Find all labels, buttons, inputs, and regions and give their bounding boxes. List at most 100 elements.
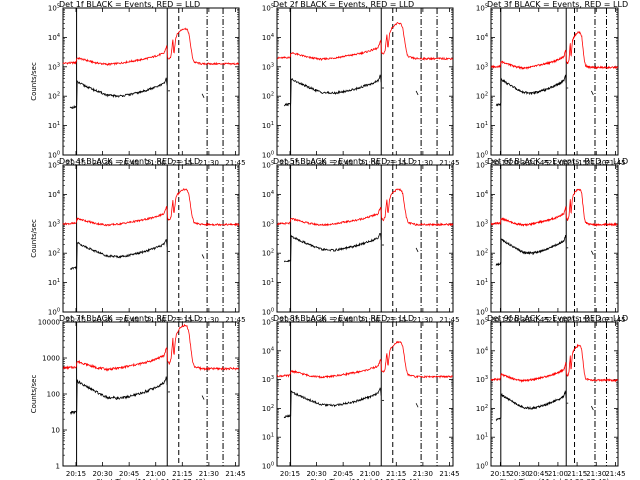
series-events-line xyxy=(495,235,567,267)
x-tick-label: 20:15 xyxy=(280,159,300,167)
x-tick-label: 21:00 xyxy=(548,316,568,324)
series-lld-line xyxy=(63,323,239,372)
series-lld-line xyxy=(490,31,619,71)
plot-frame xyxy=(490,321,619,467)
x-tick-label: 20:45 xyxy=(529,470,549,478)
x-tick-label: 20:15 xyxy=(490,316,510,324)
y-axis-label: Counts/sec xyxy=(30,62,38,101)
y-tick-label: 100 xyxy=(262,308,274,317)
x-tick-label: 20:45 xyxy=(119,159,139,167)
x-tick-label: 21:00 xyxy=(146,470,166,478)
y-tick-label: 101 xyxy=(262,433,274,442)
x-tick-label: 21:30 xyxy=(199,159,219,167)
series-events-line xyxy=(495,74,567,107)
series-events-line xyxy=(283,233,382,263)
series-lld-line xyxy=(276,21,454,62)
plot-frame xyxy=(62,321,240,467)
series-lld-line xyxy=(490,188,618,227)
y-tick-label: 101 xyxy=(262,121,274,130)
x-tick-label: 20:30 xyxy=(306,470,326,478)
series-events-line xyxy=(283,387,382,419)
x-tick-label: 21:45 xyxy=(439,470,459,478)
x-tick-label: 20:30 xyxy=(92,159,112,167)
x-tick-label: 20:30 xyxy=(92,316,112,324)
x-axis-label: Start Time (11-Jul-04 20:07:40) xyxy=(96,478,206,480)
y-tick-label: 100 xyxy=(48,308,60,317)
y-tick-label: 102 xyxy=(476,249,488,258)
y-tick-label: 105 xyxy=(48,161,60,170)
y-tick-label: 103 xyxy=(476,62,488,71)
y-tick-label: 105 xyxy=(476,4,488,13)
x-tick-label: 21:15 xyxy=(172,159,192,167)
x-tick-label: 20:45 xyxy=(529,159,549,167)
x-tick-label: 21:15 xyxy=(567,470,587,478)
series-events-tail-segment xyxy=(591,405,594,411)
y-tick-label: 105 xyxy=(262,318,274,327)
series-events-line xyxy=(69,239,168,271)
series-events-line xyxy=(69,77,168,110)
panel-det-2: Det 2f BLACK = Events, RED = LLD 100 101 10… xyxy=(262,0,460,167)
y-tick-label: 1 xyxy=(56,463,60,471)
x-tick-label: 20:45 xyxy=(333,470,353,478)
series-events-tail-segment xyxy=(201,395,205,400)
series-events-tail-segment xyxy=(415,90,419,96)
x-tick-label: 20:30 xyxy=(306,316,326,324)
y-tick-label: 102 xyxy=(262,92,274,101)
y-tick-label: 102 xyxy=(48,249,60,258)
x-tick-label: 21:00 xyxy=(360,470,380,478)
y-tick-label: 10000 xyxy=(38,319,60,327)
y-tick-label: 10 xyxy=(51,427,60,435)
y-tick-label: 104 xyxy=(262,190,274,199)
x-tick-label: 21:45 xyxy=(225,470,245,478)
x-tick-label: 21:00 xyxy=(360,316,380,324)
x-tick-label: 21:15 xyxy=(386,316,406,324)
y-tick-label: 104 xyxy=(262,33,274,42)
x-tick-label: 21:15 xyxy=(567,316,587,324)
x-tick-label: 21:00 xyxy=(146,316,166,324)
x-tick-label: 21:00 xyxy=(360,159,380,167)
y-tick-label: 104 xyxy=(262,346,274,355)
y-tick-label: 104 xyxy=(476,33,488,42)
panel-title: Det 4f BLACK = Events, RED = LLD xyxy=(59,157,200,166)
x-axis-label: Start Time (11-Jul-04 20:07:40) xyxy=(500,478,610,480)
x-tick-label: 21:15 xyxy=(172,470,192,478)
series-events-line xyxy=(283,74,382,107)
y-tick-label: 102 xyxy=(262,249,274,258)
plot-frame xyxy=(490,7,619,156)
panel-det-3: Det 3f BLACK = Events, RED = LLD 100 101 10… xyxy=(476,0,628,167)
series-events-line xyxy=(69,376,168,416)
panel-det-6: Det 6f BLACK = Events, RED = LLD 100 101 10… xyxy=(476,157,628,324)
series-events-line xyxy=(495,390,567,422)
panel-det-8: Det 8f BLACK = Events, RED = LLD 100 101 10… xyxy=(262,314,460,480)
x-tick-label: 21:00 xyxy=(146,159,166,167)
x-tick-label: 21:30 xyxy=(413,159,433,167)
x-tick-label: 20:45 xyxy=(333,316,353,324)
y-tick-label: 101 xyxy=(476,433,488,442)
x-tick-label: 21:15 xyxy=(567,159,587,167)
panel-title: Det 6f BLACK = Events, RED = LLD xyxy=(487,157,628,166)
series-lld-line xyxy=(276,340,454,379)
panel-title: Det 9f BLACK = Events, RED = LLD xyxy=(487,314,628,323)
x-tick-label: 20:15 xyxy=(66,470,86,478)
x-tick-label: 21:30 xyxy=(413,316,433,324)
panel-title: Det 5f BLACK = Events, RED = LLD xyxy=(273,157,414,166)
plot-frame xyxy=(490,164,619,313)
x-tick-label: 21:30 xyxy=(413,470,433,478)
x-tick-label: 21:15 xyxy=(386,470,406,478)
y-tick-label: 105 xyxy=(48,4,60,13)
series-lld-line xyxy=(490,343,619,384)
y-tick-label: 101 xyxy=(262,278,274,287)
panel-title: Det 7f BLACK = Events, RED = LLD xyxy=(59,314,200,323)
y-tick-label: 100 xyxy=(262,462,274,471)
y-tick-label: 104 xyxy=(48,190,60,199)
x-tick-label: 21:30 xyxy=(586,316,606,324)
y-tick-label: 100 xyxy=(476,462,488,471)
y-tick-label: 102 xyxy=(476,404,488,413)
y-tick-label: 105 xyxy=(476,318,488,327)
y-tick-label: 100 xyxy=(476,151,488,160)
panel-title: Det 2f BLACK = Events, RED = LLD xyxy=(273,0,414,9)
panel-det-4: Det 4f BLACK = Events, RED = LLD 100 101 10… xyxy=(30,157,246,324)
panel-title: Det 8f BLACK = Events, RED = LLD xyxy=(273,314,414,323)
x-tick-label: 20:30 xyxy=(509,470,529,478)
